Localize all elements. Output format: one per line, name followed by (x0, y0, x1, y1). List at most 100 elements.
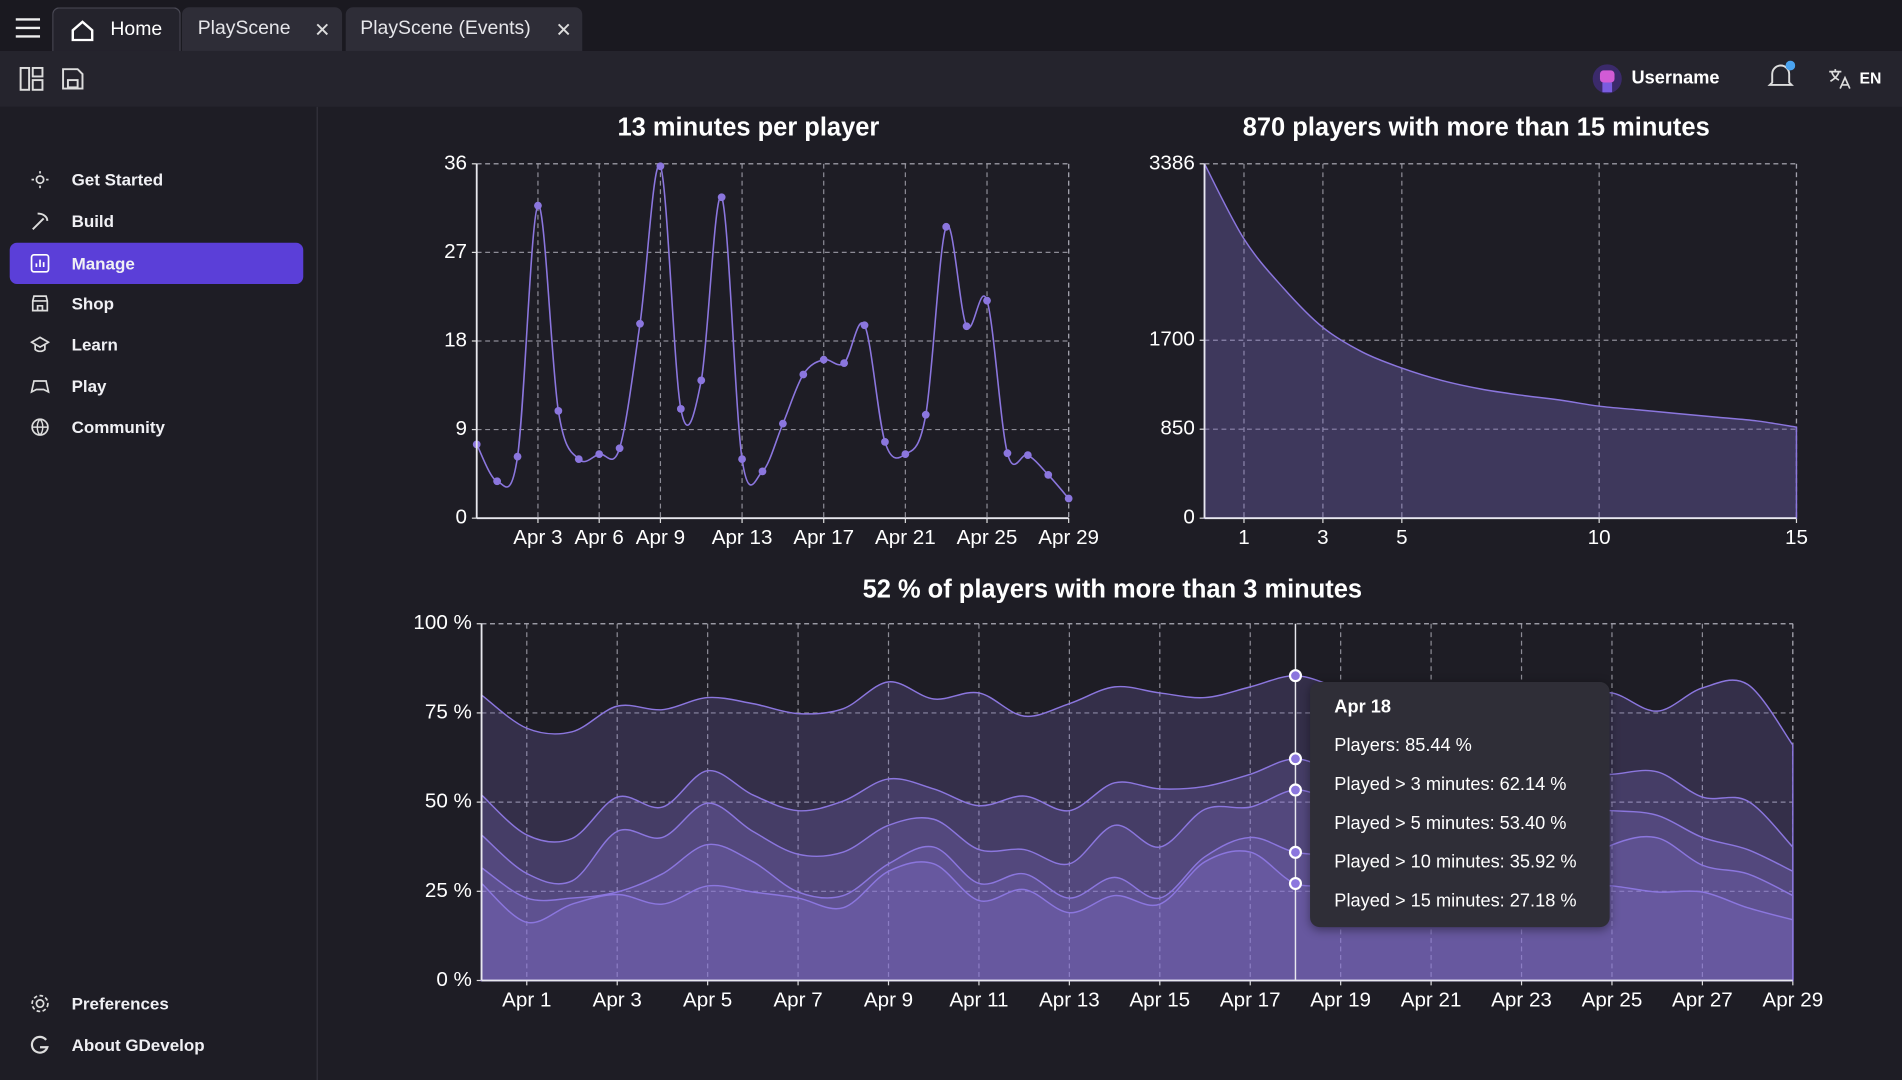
point (840, 359, 849, 368)
x-tick-label: Apr 19 (1310, 989, 1371, 1012)
point (717, 193, 726, 202)
tooltip-line: Played > 5 minutes: 53.40 % (1334, 813, 1567, 834)
nav-item[interactable]: About GDevelop (10, 1024, 304, 1065)
hover-point (1288, 876, 1303, 891)
point (881, 437, 889, 446)
point (636, 319, 644, 328)
nav-label: Play (71, 376, 107, 396)
x-tick-label: 1 (1238, 526, 1249, 549)
point (1003, 449, 1012, 458)
icon (31, 994, 49, 1013)
nav-label: Community (71, 417, 165, 437)
tab-close[interactable]: ✕ (314, 20, 331, 42)
point (921, 410, 930, 419)
nav-item[interactable]: Get Started (10, 159, 304, 200)
nav-item[interactable]: Manage (9, 242, 304, 284)
point (738, 455, 746, 463)
icon (30, 380, 50, 394)
hover-point (1288, 752, 1303, 766)
nav-item[interactable]: Play (10, 365, 304, 406)
x-tick-label: Apr 21 (875, 526, 936, 549)
x-tick-label: 15 (1785, 526, 1808, 549)
nav-label: Preferences (71, 993, 169, 1014)
x-tick-label: Apr 9 (864, 989, 913, 1012)
avatar[interactable] (1591, 63, 1623, 95)
point (1044, 470, 1053, 479)
tooltip: Apr 18 Players: 85.44 % Played > 3 minut… (1310, 681, 1610, 928)
icon (30, 253, 50, 273)
tooltip-line: Played > 3 minutes: 62.14 % (1334, 774, 1567, 795)
tab-label: PlayScene (197, 18, 291, 39)
x-tick-label: Apr 11 (949, 989, 1008, 1012)
x-tick-label: Apr 3 (513, 526, 562, 549)
tooltip-line: Players: 85.44 % (1334, 735, 1472, 756)
notifications-button[interactable] (1766, 60, 1796, 93)
x-tick-label: Apr 7 (773, 989, 822, 1012)
icon (30, 336, 50, 353)
nav-label: Manage (71, 253, 135, 274)
tab-playscene[interactable]: PlayScene ✕ (181, 7, 343, 51)
x-tick-label: 5 (1396, 526, 1407, 549)
x-tick-label: Apr 29 (1762, 989, 1823, 1012)
y-tick-label: 50 % (425, 790, 472, 813)
line (476, 164, 1070, 499)
tab-home[interactable]: Home (52, 7, 181, 53)
x-tick-label: Apr 27 (1672, 989, 1733, 1012)
nav-item[interactable]: Shop (10, 283, 304, 324)
y-tick-label: 75 % (425, 700, 472, 723)
x-tick-label: Apr 13 (1039, 989, 1100, 1012)
username[interactable]: Username (1631, 67, 1720, 89)
x-tick-label: Apr 25 (957, 526, 1018, 549)
point (595, 450, 604, 459)
language[interactable]: EN (1859, 69, 1882, 88)
save-button[interactable] (61, 67, 85, 91)
point (860, 321, 869, 330)
point (758, 467, 767, 476)
layout-button[interactable] (19, 66, 44, 91)
point (574, 455, 583, 463)
tooltip-line: Played > 15 minutes: 27.18 % (1334, 890, 1577, 912)
x-tick-label: Apr 17 (793, 526, 854, 549)
point (901, 450, 910, 459)
point (1064, 494, 1073, 503)
nav-item[interactable]: Community (10, 407, 304, 448)
nav-label: Get Started (71, 169, 164, 190)
home-icon (71, 20, 94, 42)
x-tick-label: Apr 17 (1220, 989, 1281, 1012)
x-tick-label: Apr 9 (636, 526, 685, 549)
x-tick-label: Apr 23 (1491, 989, 1552, 1012)
point (983, 296, 991, 305)
area (1203, 163, 1798, 519)
y-tick-label: 25 % (425, 879, 472, 902)
y-tick-label: 0 (456, 506, 467, 529)
nav-item[interactable]: Preferences (10, 983, 304, 1024)
y-tick-label: 850 (1160, 417, 1194, 440)
language-icon[interactable] (1827, 67, 1851, 91)
chart-title: 13 minutes per player (618, 113, 880, 141)
nav-label: Build (71, 211, 115, 231)
point (697, 376, 706, 385)
y-tick-label: 18 (444, 328, 467, 351)
point (819, 355, 828, 364)
x-tick-label: 10 (1588, 526, 1611, 549)
hover-point (1288, 845, 1303, 859)
hover-point (1288, 669, 1303, 683)
point (534, 201, 542, 210)
y-tick-label: 36 (444, 151, 467, 174)
tab-label: Home (110, 19, 163, 41)
icon (31, 418, 49, 436)
point (942, 222, 951, 231)
nav-item[interactable]: Learn (10, 324, 304, 365)
point (1023, 451, 1032, 460)
icon (31, 171, 49, 189)
y-tick-label: 1700 (1149, 328, 1195, 351)
tab-events[interactable]: PlayScene (Events) ✕ (345, 7, 583, 51)
nav-item[interactable]: Build (10, 200, 304, 241)
point (554, 406, 563, 415)
menu-button[interactable] (15, 17, 42, 39)
x-tick-label: 3 (1317, 526, 1328, 549)
x-tick-label: Apr 13 (712, 526, 773, 549)
tab-close[interactable]: ✕ (555, 20, 572, 42)
hover-point (1288, 783, 1303, 797)
